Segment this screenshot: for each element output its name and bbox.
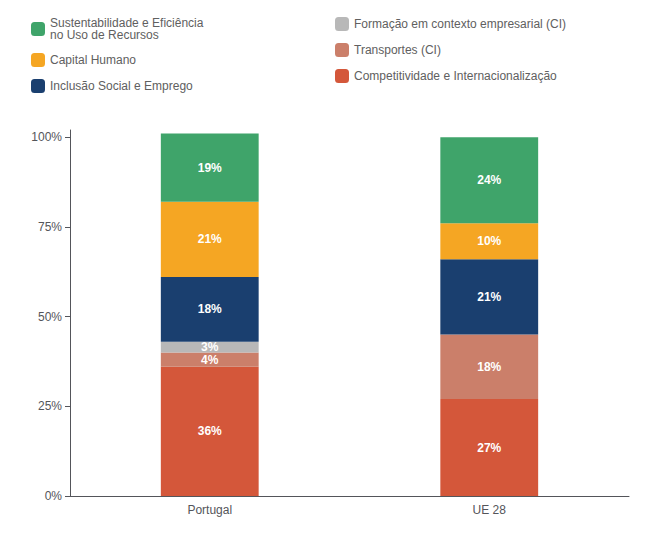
- svg-text:24%: 24%: [477, 173, 501, 187]
- svg-text:Transportes (CI): Transportes (CI): [354, 43, 441, 57]
- svg-text:21%: 21%: [477, 290, 501, 304]
- svg-text:Competitividade e Internaciona: Competitividade e Internacionalização: [354, 69, 557, 83]
- svg-text:10%: 10%: [477, 234, 501, 248]
- svg-text:0%: 0%: [45, 489, 63, 503]
- svg-text:25%: 25%: [38, 399, 62, 413]
- svg-text:36%: 36%: [198, 424, 222, 438]
- svg-text:UE 28: UE 28: [473, 503, 507, 517]
- svg-text:4%: 4%: [201, 353, 219, 367]
- svg-text:no Uso de Recursos: no Uso de Recursos: [50, 28, 159, 42]
- svg-text:27%: 27%: [477, 441, 501, 455]
- svg-text:100%: 100%: [31, 130, 62, 144]
- svg-text:Capital Humano: Capital Humano: [50, 53, 136, 67]
- svg-text:21%: 21%: [198, 232, 222, 246]
- svg-text:18%: 18%: [477, 360, 501, 374]
- svg-text:50%: 50%: [38, 310, 62, 324]
- svg-text:18%: 18%: [198, 302, 222, 316]
- svg-text:Portugal: Portugal: [187, 503, 232, 517]
- svg-text:Inclusão Social e Emprego: Inclusão Social e Emprego: [50, 79, 193, 93]
- svg-text:Formação em contexto empresari: Formação em contexto empresarial (CI): [354, 17, 566, 31]
- svg-text:3%: 3%: [201, 340, 219, 354]
- svg-text:19%: 19%: [198, 161, 222, 175]
- svg-text:75%: 75%: [38, 220, 62, 234]
- svg-text:Sustentabilidade e Eficiência: Sustentabilidade e Eficiência: [50, 16, 204, 30]
